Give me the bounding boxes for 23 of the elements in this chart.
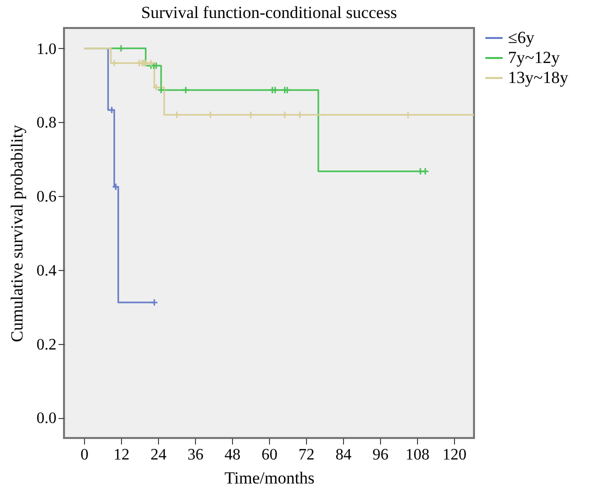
x-tick-label: 72 <box>298 446 314 464</box>
y-tick-label: 0.4 <box>36 262 56 280</box>
x-tick-label: 84 <box>335 446 352 464</box>
x-tick-label: 12 <box>114 446 130 464</box>
y-tick-label: 0.6 <box>36 188 56 206</box>
x-axis-title: Time/months <box>224 468 315 488</box>
y-tick-label: 1.0 <box>36 40 56 58</box>
x-tick-label: 108 <box>405 446 430 464</box>
x-tick-label: 36 <box>188 446 204 464</box>
legend-label: 13y~18y <box>508 68 569 87</box>
y-tick-label: 0.0 <box>36 410 56 428</box>
legend-label: ≤6y <box>508 28 535 47</box>
y-tick-label: 0.8 <box>36 114 56 132</box>
x-tick-label: 120 <box>442 446 466 464</box>
x-tick-label: 0 <box>80 446 89 464</box>
x-tick-label: 96 <box>372 446 388 464</box>
chart-title: Survival function-conditional success <box>141 3 397 22</box>
x-tick-label: 60 <box>262 446 278 464</box>
legend-label: 7y~12y <box>508 48 560 67</box>
x-tick-label: 48 <box>224 446 241 464</box>
y-axis-title: Cumulative survival probability <box>8 124 26 342</box>
x-tick-label: 24 <box>150 446 167 464</box>
y-tick-label: 0.2 <box>36 336 56 354</box>
